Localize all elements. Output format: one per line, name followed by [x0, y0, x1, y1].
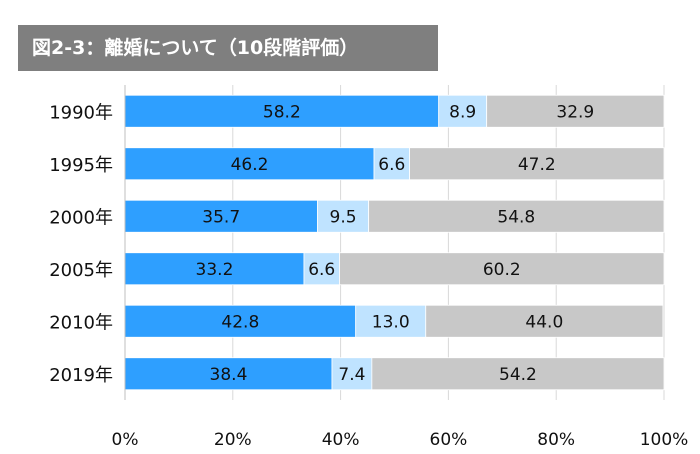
data-label: 13.0: [372, 312, 410, 332]
bar-segment: [124, 357, 333, 391]
data-label: 54.8: [497, 207, 535, 227]
x-tick-label: 40%: [322, 430, 360, 450]
data-label: 42.8: [221, 312, 259, 332]
category-label: 1995年: [49, 155, 113, 176]
bar-segment: [124, 252, 305, 286]
x-tick-label: 0%: [112, 430, 139, 450]
bar-segment: [425, 304, 664, 338]
bar-segment: [373, 147, 410, 181]
data-label: 6.6: [378, 155, 405, 175]
data-label: 32.9: [556, 102, 594, 122]
category-label: 2010年: [49, 312, 113, 333]
category-label: 2019年: [49, 365, 113, 386]
data-label: 46.2: [231, 155, 269, 175]
data-label: 38.4: [210, 365, 248, 385]
data-label: 7.4: [338, 365, 365, 385]
bar-segment: [339, 252, 665, 286]
data-label: 58.2: [263, 102, 301, 122]
data-label: 8.9: [449, 102, 476, 122]
category-label: 1990年: [49, 102, 113, 123]
bar-segment: [438, 94, 488, 128]
x-tick-label: 100%: [640, 430, 689, 450]
bar-segment: [317, 199, 370, 233]
bar-segment: [124, 304, 357, 338]
title-banner: 図2-3：離婚について（10段階評価）: [18, 25, 438, 71]
chart-title: 図2-3：離婚について（10段階評価）: [32, 37, 359, 59]
data-label: 54.2: [499, 365, 537, 385]
bar-segment: [371, 357, 665, 391]
bar-segment: [486, 94, 665, 128]
bar-segment: [355, 304, 427, 338]
data-label: 44.0: [525, 312, 563, 332]
x-tick-label: 20%: [214, 430, 252, 450]
x-tick-label: 60%: [430, 430, 468, 450]
data-label: 35.7: [202, 207, 240, 227]
x-tick-label: 80%: [537, 430, 575, 450]
bar-segment: [124, 147, 375, 181]
data-label: 33.2: [196, 260, 234, 280]
data-label: 6.6: [308, 260, 335, 280]
data-label: 60.2: [483, 260, 521, 280]
data-label: 47.2: [518, 155, 556, 175]
bar-segment: [124, 199, 318, 233]
bar-segment: [368, 199, 665, 233]
bar-segment: [409, 147, 665, 181]
category-label: 2000年: [49, 207, 113, 228]
category-label: 2005年: [49, 260, 113, 281]
data-label: 9.5: [330, 207, 357, 227]
